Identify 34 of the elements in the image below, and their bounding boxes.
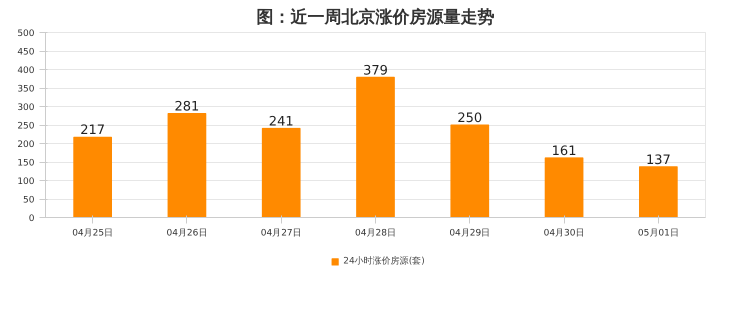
data-label: 241	[268, 114, 294, 130]
bar	[262, 128, 301, 218]
y-tick-label: 0	[28, 214, 35, 224]
y-tick-label: 100	[17, 177, 35, 187]
data-label: 161	[552, 144, 576, 159]
y-tick-label: 500	[17, 29, 35, 39]
x-tick-label: 04月29日	[449, 228, 490, 238]
bar	[73, 136, 112, 218]
bar	[450, 124, 490, 218]
y-tick-label: 350	[17, 84, 35, 94]
y-tick-label: 150	[17, 158, 35, 168]
data-label: 250	[457, 111, 482, 126]
chart-title: 图：近一周北京涨价房源量走势	[256, 8, 494, 28]
y-tick-label: 300	[17, 103, 35, 113]
y-tick-label: 450	[17, 48, 35, 58]
data-label: 137	[646, 152, 671, 168]
legend-label: 24小时涨价房源(套)	[343, 255, 425, 268]
bar	[544, 157, 584, 218]
y-tick-label: 50	[23, 196, 35, 206]
x-tick-label: 04月26日	[166, 228, 208, 238]
bar	[168, 113, 206, 218]
y-tick-label: 400	[17, 66, 35, 76]
data-label: 217	[80, 123, 106, 138]
x-tick-label: 04月30日	[544, 228, 585, 238]
y-tick-label: 200	[17, 140, 35, 150]
y-tick-label: 250	[17, 122, 35, 132]
data-label: 379	[363, 63, 388, 78]
x-tick-label: 04月28日	[355, 228, 396, 238]
data-label: 281	[174, 100, 200, 115]
bar	[639, 166, 678, 218]
x-tick-label: 04月25日	[72, 228, 114, 238]
x-tick-label: 04月27日	[260, 228, 302, 238]
bar	[356, 76, 395, 218]
x-tick-label: 05月01日	[638, 228, 679, 238]
